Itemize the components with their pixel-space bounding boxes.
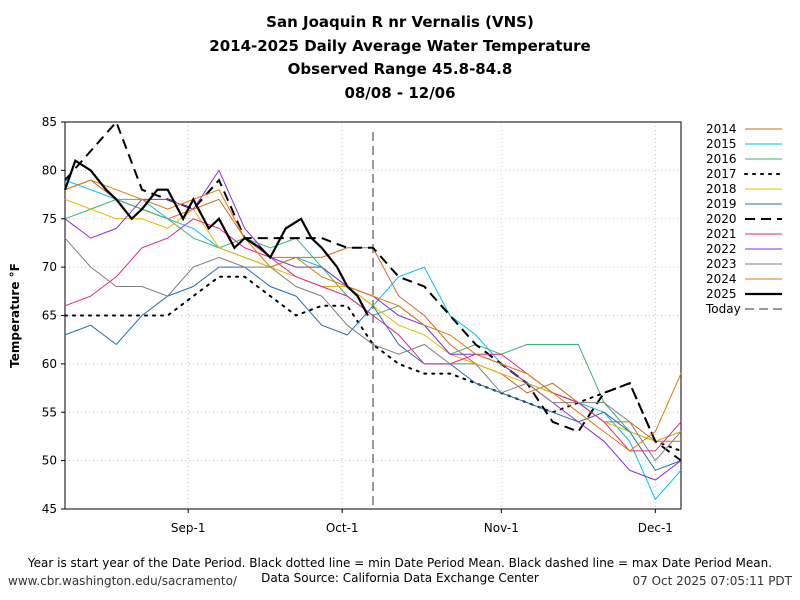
legend-label-2018: 2018 [706,182,737,196]
legend-label-2017: 2017 [706,167,737,181]
legend-label-2020: 2020 [706,212,737,226]
legend-label-2019: 2019 [706,197,737,211]
footer-source: Data Source: California Data Exchange Ce… [261,571,539,585]
x-tick-label: Sep-1 [171,521,206,535]
chart-title-line-2: 2014-2025 Daily Average Water Temperatur… [209,37,591,55]
x-tick-label: Dec-1 [638,521,673,535]
legend-label-2023: 2023 [706,257,737,271]
y-tick-label: 60 [42,357,57,371]
x-tick-label: Nov-1 [484,521,519,535]
y-tick-label: 65 [42,309,57,323]
legend-label-Today: Today [705,302,741,316]
legend-label-2014: 2014 [706,122,737,136]
series-line-2024 [64,179,682,452]
x-tick-label: Oct-1 [326,521,359,535]
chart-title-line-1: San Joaquin R nr Vernalis (VNS) [266,13,534,31]
footer-url[interactable]: www.cbr.washington.edu/sacramento/ [8,574,237,588]
y-tick-label: 50 [42,454,57,468]
y-tick-label: 70 [42,260,57,274]
footer-timestamp: 07 Oct 2025 07:05:11 PDT [632,574,792,588]
chart-title-line-3: Observed Range 45.8-84.8 [287,60,513,78]
y-tick-label: 75 [42,212,57,226]
y-tick-label: 80 [42,163,57,177]
footer-note: Year is start year of the Date Period. B… [27,556,773,570]
legend-label-2024: 2024 [706,272,737,286]
legend-label-2016: 2016 [706,152,737,166]
legend-label-2022: 2022 [706,242,737,256]
series-line-2023 [64,237,682,462]
series-line-2015 [64,179,682,501]
y-tick-label: 45 [42,502,57,516]
y-tick-label: 55 [42,405,57,419]
legend-label-2015: 2015 [706,137,737,151]
series-line-2025 [63,159,369,317]
y-tick-label: 85 [42,115,57,129]
chart-title-line-4: 08/08 - 12/06 [344,84,456,102]
y-axis-label: Temperature °F [8,263,22,368]
legend-label-2021: 2021 [706,227,737,241]
legend-label-2025: 2025 [706,287,737,301]
